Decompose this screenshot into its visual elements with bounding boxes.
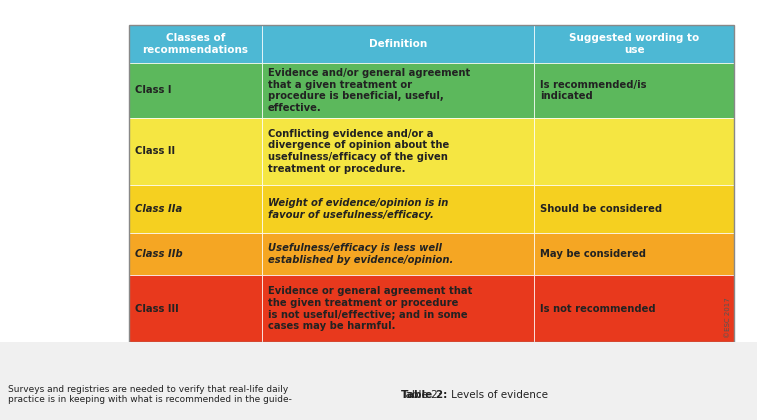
Text: Evidence and/or general agreement
that a given treatment or
procedure is benefic: Evidence and/or general agreement that a… <box>268 68 470 113</box>
Text: Class IIa: Class IIa <box>135 204 182 214</box>
Bar <box>0 342 757 420</box>
Text: Table 2:: Table 2: <box>401 390 447 400</box>
Bar <box>129 118 262 185</box>
Text: Class IIb: Class IIb <box>135 249 182 259</box>
Bar <box>129 275 262 342</box>
Text: Class III: Class III <box>135 304 179 314</box>
Bar <box>262 275 534 342</box>
Text: Class II: Class II <box>135 146 175 156</box>
Bar <box>262 63 534 118</box>
Text: Should be considered: Should be considered <box>540 204 662 214</box>
Bar <box>534 25 734 63</box>
Bar <box>262 233 534 275</box>
Bar <box>534 275 734 342</box>
Bar <box>534 233 734 275</box>
Bar <box>534 63 734 118</box>
Bar <box>129 63 262 118</box>
Bar <box>129 25 734 342</box>
Text: Conflicting evidence and/or a
divergence of opinion about the
usefulness/efficac: Conflicting evidence and/or a divergence… <box>268 129 449 173</box>
Bar <box>129 233 262 275</box>
Bar <box>129 185 262 233</box>
Bar <box>262 185 534 233</box>
Bar <box>534 185 734 233</box>
Text: Class I: Class I <box>135 85 171 95</box>
Text: Table 2:   Levels of evidence: Table 2: Levels of evidence <box>401 390 548 400</box>
Text: ©ESC 2017: ©ESC 2017 <box>724 297 731 338</box>
Bar <box>129 25 262 63</box>
Text: Evidence or general agreement that
the given treatment or procedure
is not usefu: Evidence or general agreement that the g… <box>268 286 472 331</box>
Bar <box>262 25 534 63</box>
Text: Surveys and registries are needed to verify that real-life daily
practice is in : Surveys and registries are needed to ver… <box>8 385 291 404</box>
Text: Usefulness/efficacy is less well
established by evidence/opinion.: Usefulness/efficacy is less well establi… <box>268 243 453 265</box>
Text: Suggested wording to
use: Suggested wording to use <box>569 33 699 55</box>
Text: Is not recommended: Is not recommended <box>540 304 656 314</box>
Text: Is recommended/is
indicated: Is recommended/is indicated <box>540 79 647 101</box>
Bar <box>534 118 734 185</box>
Bar <box>262 118 534 185</box>
Text: May be considered: May be considered <box>540 249 646 259</box>
Text: Classes of
recommendations: Classes of recommendations <box>142 33 248 55</box>
Text: Weight of evidence/opinion is in
favour of usefulness/efficacy.: Weight of evidence/opinion is in favour … <box>268 198 448 220</box>
Text: Definition: Definition <box>369 39 427 49</box>
